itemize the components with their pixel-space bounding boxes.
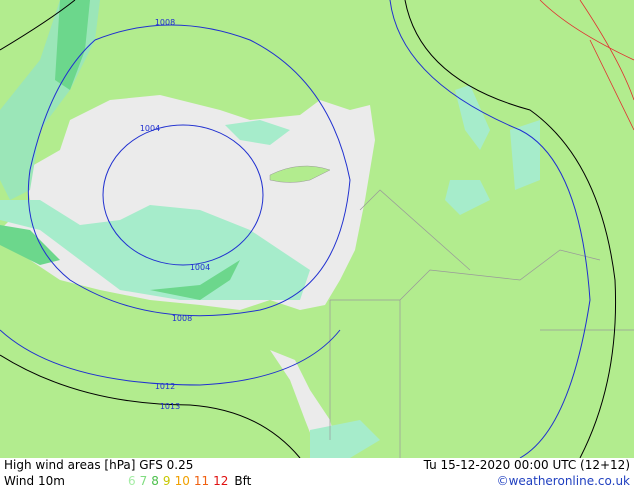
isobar-label: 1013 (160, 402, 180, 411)
isobar-label: 1008 (172, 314, 192, 323)
isobar-labels: 1008 1004 1004 1008 1012 1013 (140, 18, 210, 411)
legend-item: 12 (213, 474, 228, 488)
wind-area (55, 0, 90, 90)
legend-item: 7 (140, 474, 148, 488)
isobar-label: 1012 (155, 382, 175, 391)
isobar-label: 1004 (140, 124, 160, 133)
wind-area (225, 120, 290, 145)
cyprus (269, 165, 331, 183)
legend-unit: Bft (234, 474, 251, 488)
legend-item: 9 (163, 474, 171, 488)
title: High wind areas [hPa] GFS 0.25 (4, 458, 193, 472)
wind-area (0, 225, 60, 265)
border (329, 189, 634, 458)
isobar (102, 124, 264, 266)
footer (0, 458, 634, 490)
isobar (0, 0, 76, 51)
subtitle: Wind 10m (4, 474, 65, 488)
wind-area (150, 260, 240, 300)
isobar (0, 0, 617, 459)
legend: 6 7 8 9 10 11 12 Bft (128, 474, 252, 488)
wind-area (445, 180, 490, 215)
isobar-label: 1008 (155, 18, 175, 27)
legend-item: 11 (194, 474, 209, 488)
isobar (539, 0, 634, 131)
legend-item: 8 (151, 474, 159, 488)
isobar (27, 24, 351, 317)
isobar-label: 1004 (190, 263, 210, 272)
legend-item: 10 (175, 474, 190, 488)
wind-area (310, 420, 380, 458)
credit: ©weatheronline.co.uk (497, 474, 630, 488)
datetime: Tu 15-12-2020 00:00 UTC (12+12) (423, 458, 630, 472)
wind-area (510, 120, 540, 190)
isobar (0, 0, 591, 459)
legend-item: 6 (128, 474, 136, 488)
